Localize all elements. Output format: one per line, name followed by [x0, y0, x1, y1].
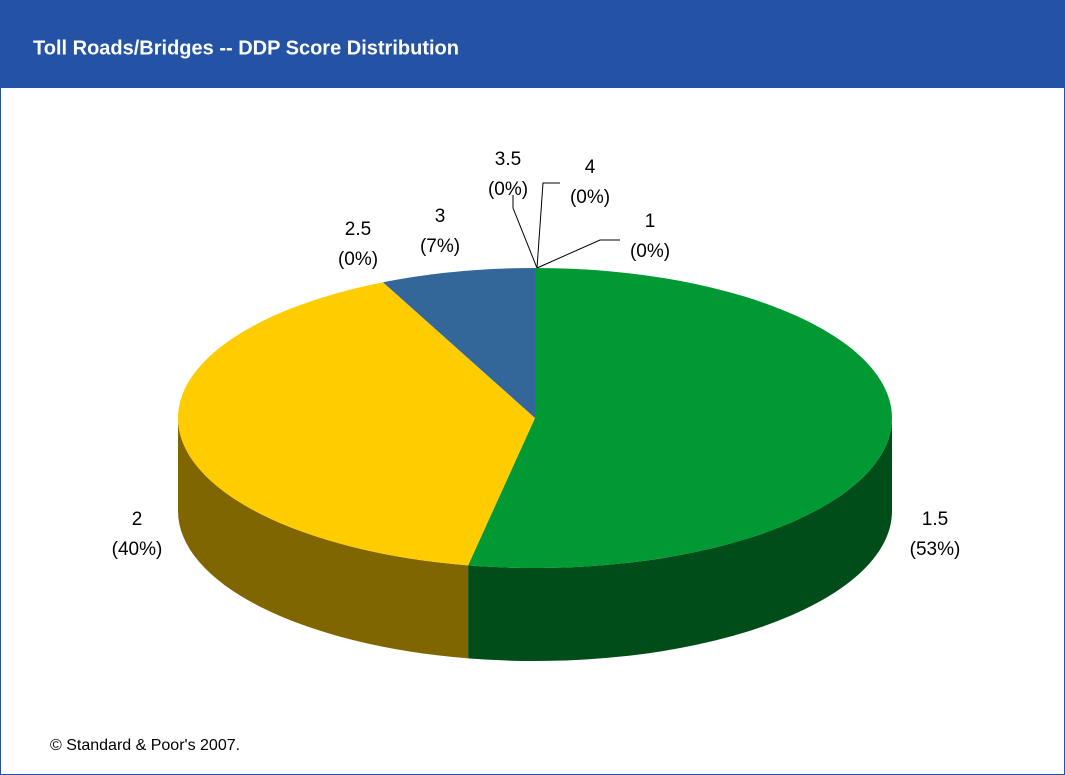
slice-value-label: (0%) — [338, 249, 378, 270]
slice-category-label: 2.5 — [345, 219, 371, 240]
pie-slice — [382, 268, 535, 418]
slice-category-label: 3.5 — [495, 149, 521, 170]
slice-value-label: (0%) — [630, 241, 670, 262]
leaders — [512, 182, 620, 269]
leader-line — [512, 195, 538, 269]
slice-value-label: (0%) — [570, 187, 610, 208]
header-bar — [0, 0, 1065, 88]
slice-category-label: 2 — [132, 509, 143, 530]
slice-category-label: 1 — [645, 211, 656, 232]
slice-value-label: (40%) — [112, 539, 163, 560]
slice-category-label: 3 — [435, 206, 446, 227]
slice-value-label: (0%) — [488, 179, 528, 200]
footnote: © Standard & Poor's 2007. — [50, 737, 240, 754]
slice-value-label: (53%) — [910, 539, 961, 560]
chart-title: Toll Roads/Bridges -- DDP Score Distribu… — [33, 37, 459, 59]
pie-slice — [468, 268, 892, 568]
slice-category-label: 4 — [585, 157, 596, 178]
leader-line — [536, 239, 620, 269]
leader-line — [536, 182, 560, 269]
slice-category-label: 1.5 — [922, 509, 948, 530]
pie-slice — [178, 282, 535, 566]
pie-slice-side — [468, 418, 892, 661]
slice-value-label: (7%) — [420, 236, 460, 257]
pie-slice-side — [178, 418, 469, 659]
